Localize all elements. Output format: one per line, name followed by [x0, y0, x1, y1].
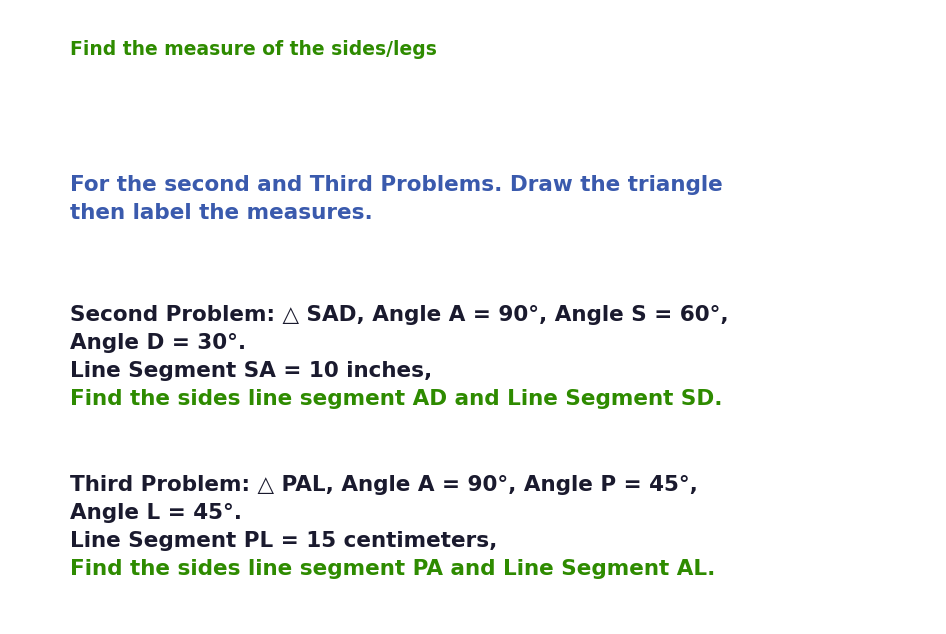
Text: Second Problem: △ SAD, Angle A = 90°, Angle S = 60°,: Second Problem: △ SAD, Angle A = 90°, An…: [70, 305, 728, 325]
Text: Angle D = 30°.: Angle D = 30°.: [70, 333, 246, 353]
Text: Line Segment PL = 15 centimeters,: Line Segment PL = 15 centimeters,: [70, 531, 498, 551]
Text: Find the sides line segment AD and Line Segment SD.: Find the sides line segment AD and Line …: [70, 389, 723, 409]
Text: then label the measures.: then label the measures.: [70, 203, 373, 223]
Text: Line Segment SA = 10 inches,: Line Segment SA = 10 inches,: [70, 361, 432, 381]
Text: For the second and Third Problems. Draw the triangle: For the second and Third Problems. Draw …: [70, 175, 723, 195]
Text: Find the sides line segment PA and Line Segment AL.: Find the sides line segment PA and Line …: [70, 559, 715, 579]
Text: Angle L = 45°.: Angle L = 45°.: [70, 503, 242, 523]
Text: Third Problem: △ PAL, Angle A = 90°, Angle P = 45°,: Third Problem: △ PAL, Angle A = 90°, Ang…: [70, 475, 698, 495]
Text: Find the measure of the sides/legs: Find the measure of the sides/legs: [70, 40, 437, 59]
